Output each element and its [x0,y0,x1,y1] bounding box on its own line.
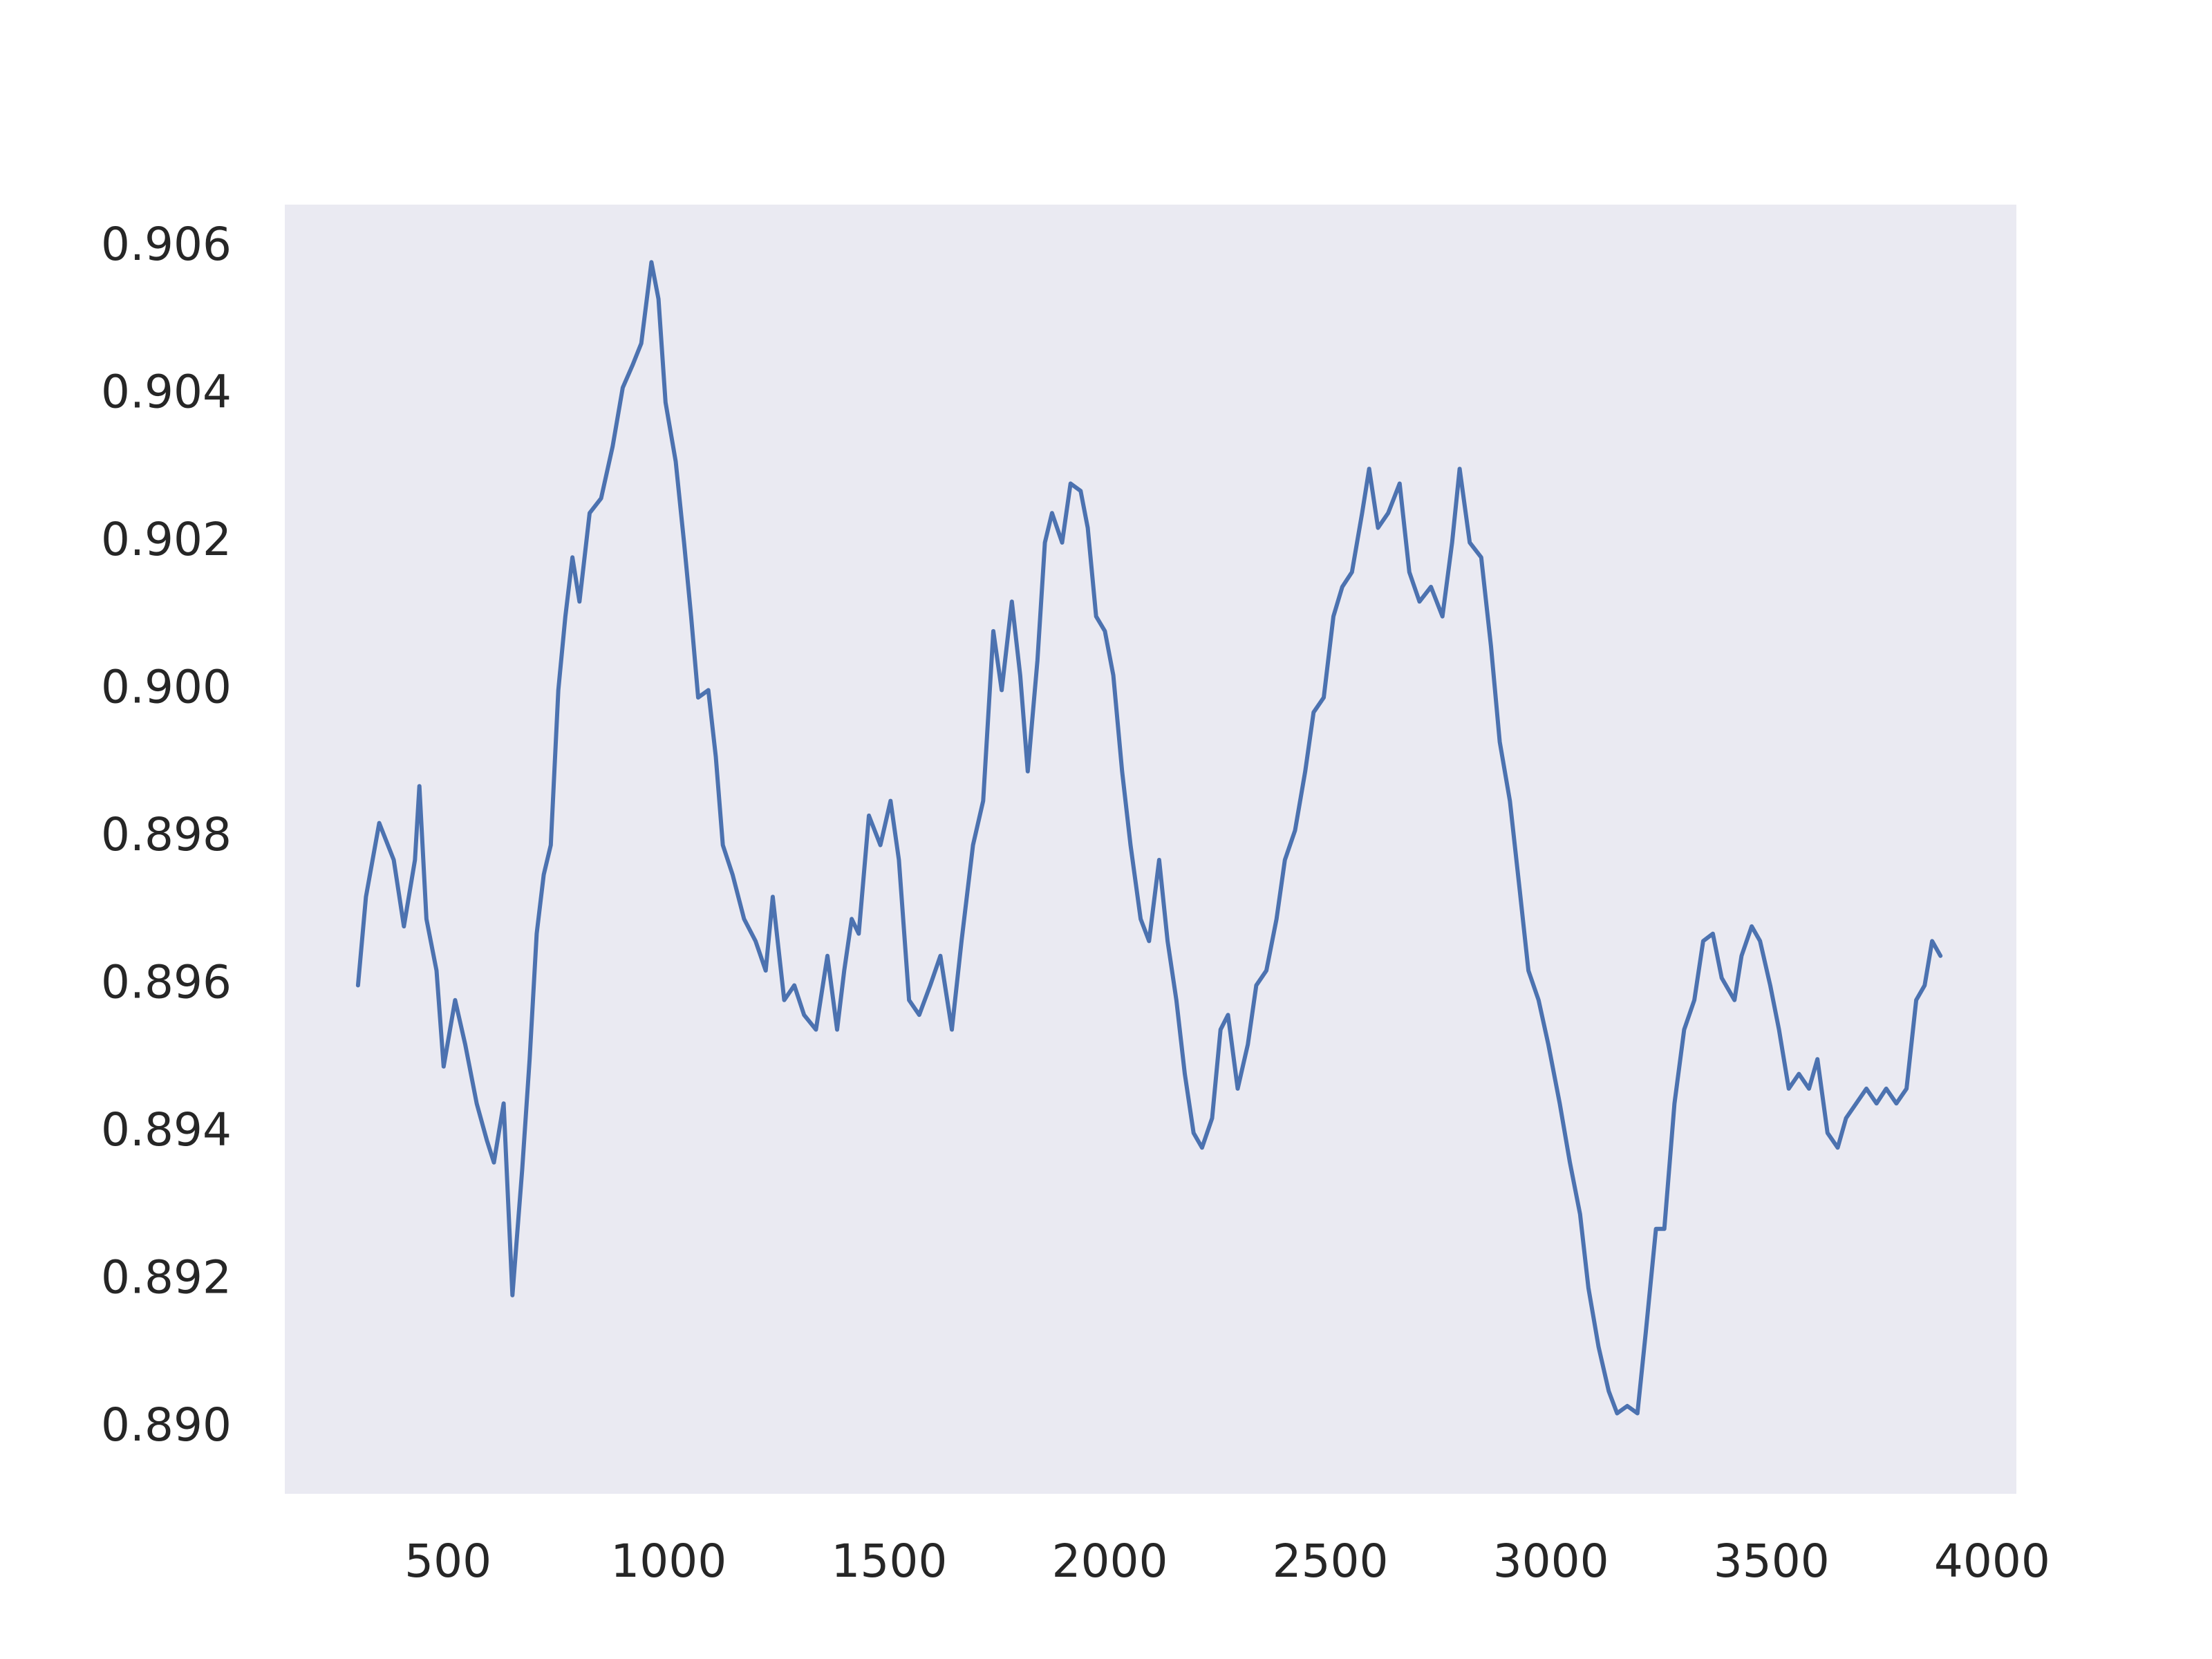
y-tick-label: 0.894 [101,1103,232,1156]
y-tick-label: 0.904 [101,365,232,418]
x-tick-label: 500 [404,1535,491,1588]
x-tick-label: 4000 [1934,1535,2050,1588]
y-tick-label: 0.902 [101,513,232,566]
x-tick-label: 1500 [831,1535,947,1588]
line-series [355,260,1943,1416]
y-tick-label: 0.892 [101,1251,232,1304]
y-tick-label: 0.898 [101,808,232,861]
plot-background [285,205,2016,1494]
y-tick-label: 0.890 [101,1398,232,1452]
y-tick-label: 0.906 [101,218,232,271]
y-tick-label: 0.896 [101,956,232,1009]
x-tick-label: 2000 [1051,1535,1168,1588]
x-tick-label: 1000 [610,1535,727,1588]
x-tick-label: 2500 [1273,1535,1389,1588]
y-tick-label: 0.900 [101,661,232,714]
x-tick-label: 3500 [1714,1535,1830,1588]
x-tick-label: 3000 [1493,1535,1609,1588]
